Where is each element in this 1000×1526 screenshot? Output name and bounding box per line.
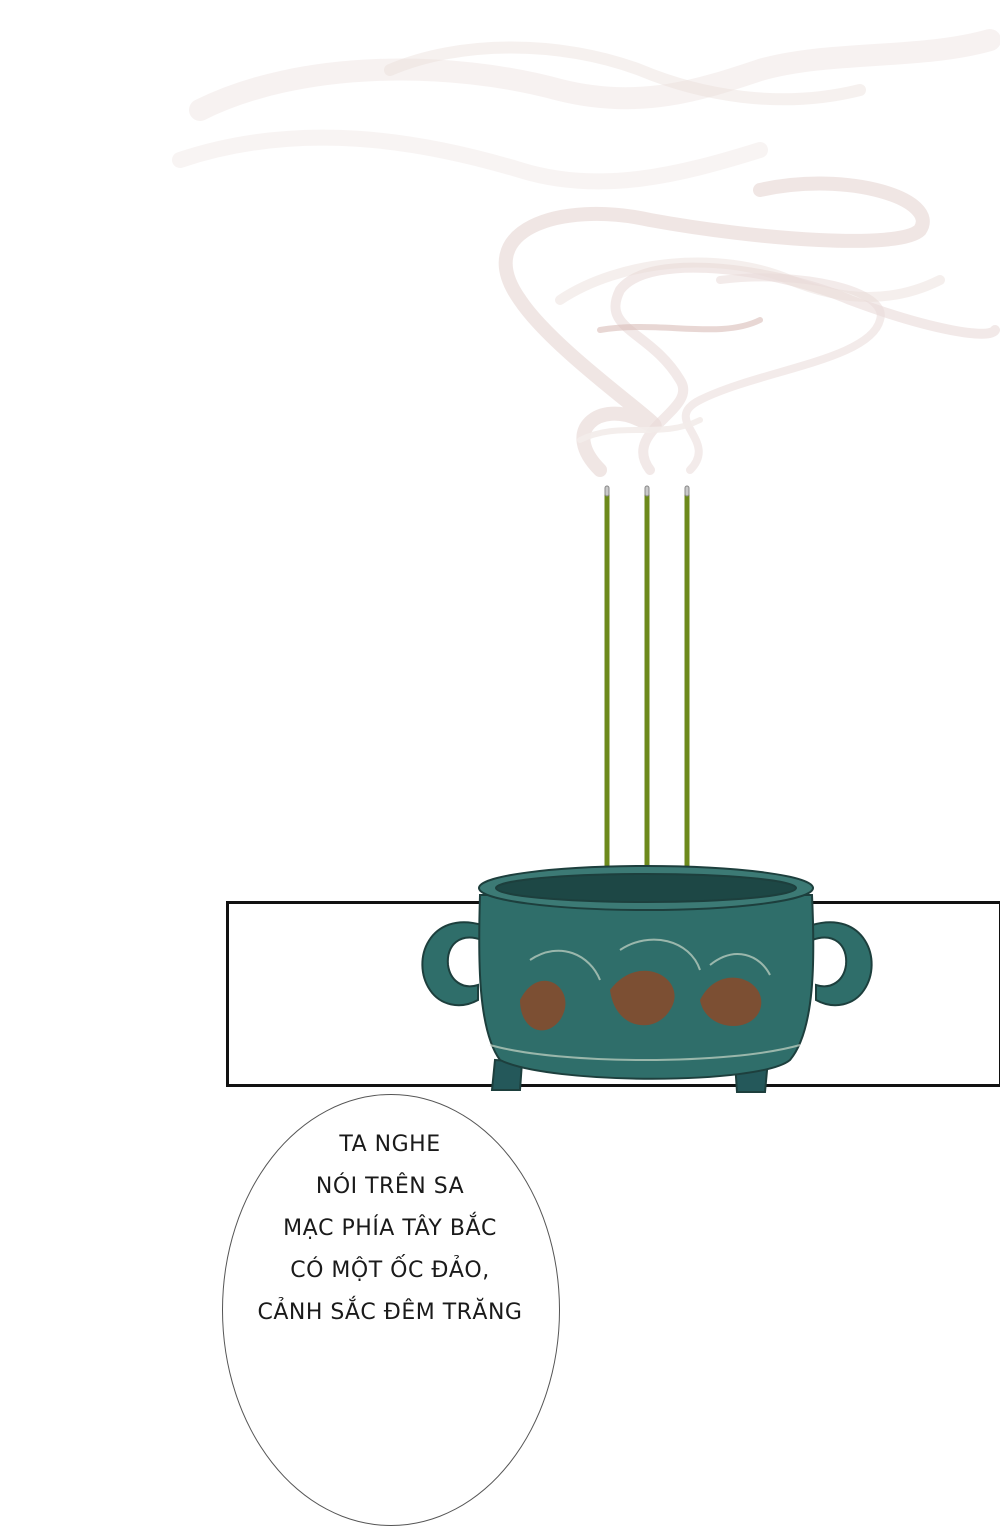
incense-sticks bbox=[604, 491, 690, 893]
smoke-wisps bbox=[172, 29, 1000, 477]
speech-line: TA NGHE bbox=[339, 1132, 441, 1157]
comic-panel: TA NGHE NÓI TRÊN SA MẠC PHÍA TÂY BẮC CÓ … bbox=[172, 29, 1000, 1526]
censer bbox=[421, 865, 873, 1093]
speech-line: CẢNH SẮC ĐÊM TRĂNG bbox=[257, 1300, 523, 1325]
speech-bubble-text: TA NGHE NÓI TRÊN SA MẠC PHÍA TÂY BẮC CÓ … bbox=[222, 1124, 558, 1334]
speech-line: CÓ MỘT ỐC ĐẢO, bbox=[290, 1258, 490, 1283]
speech-line: NÓI TRÊN SA bbox=[315, 1174, 465, 1199]
speech-line: MẠC PHÍA TÂY BẮC bbox=[283, 1216, 497, 1241]
incense-tips bbox=[604, 485, 690, 497]
incense-censer-illustration bbox=[172, 29, 1000, 1093]
